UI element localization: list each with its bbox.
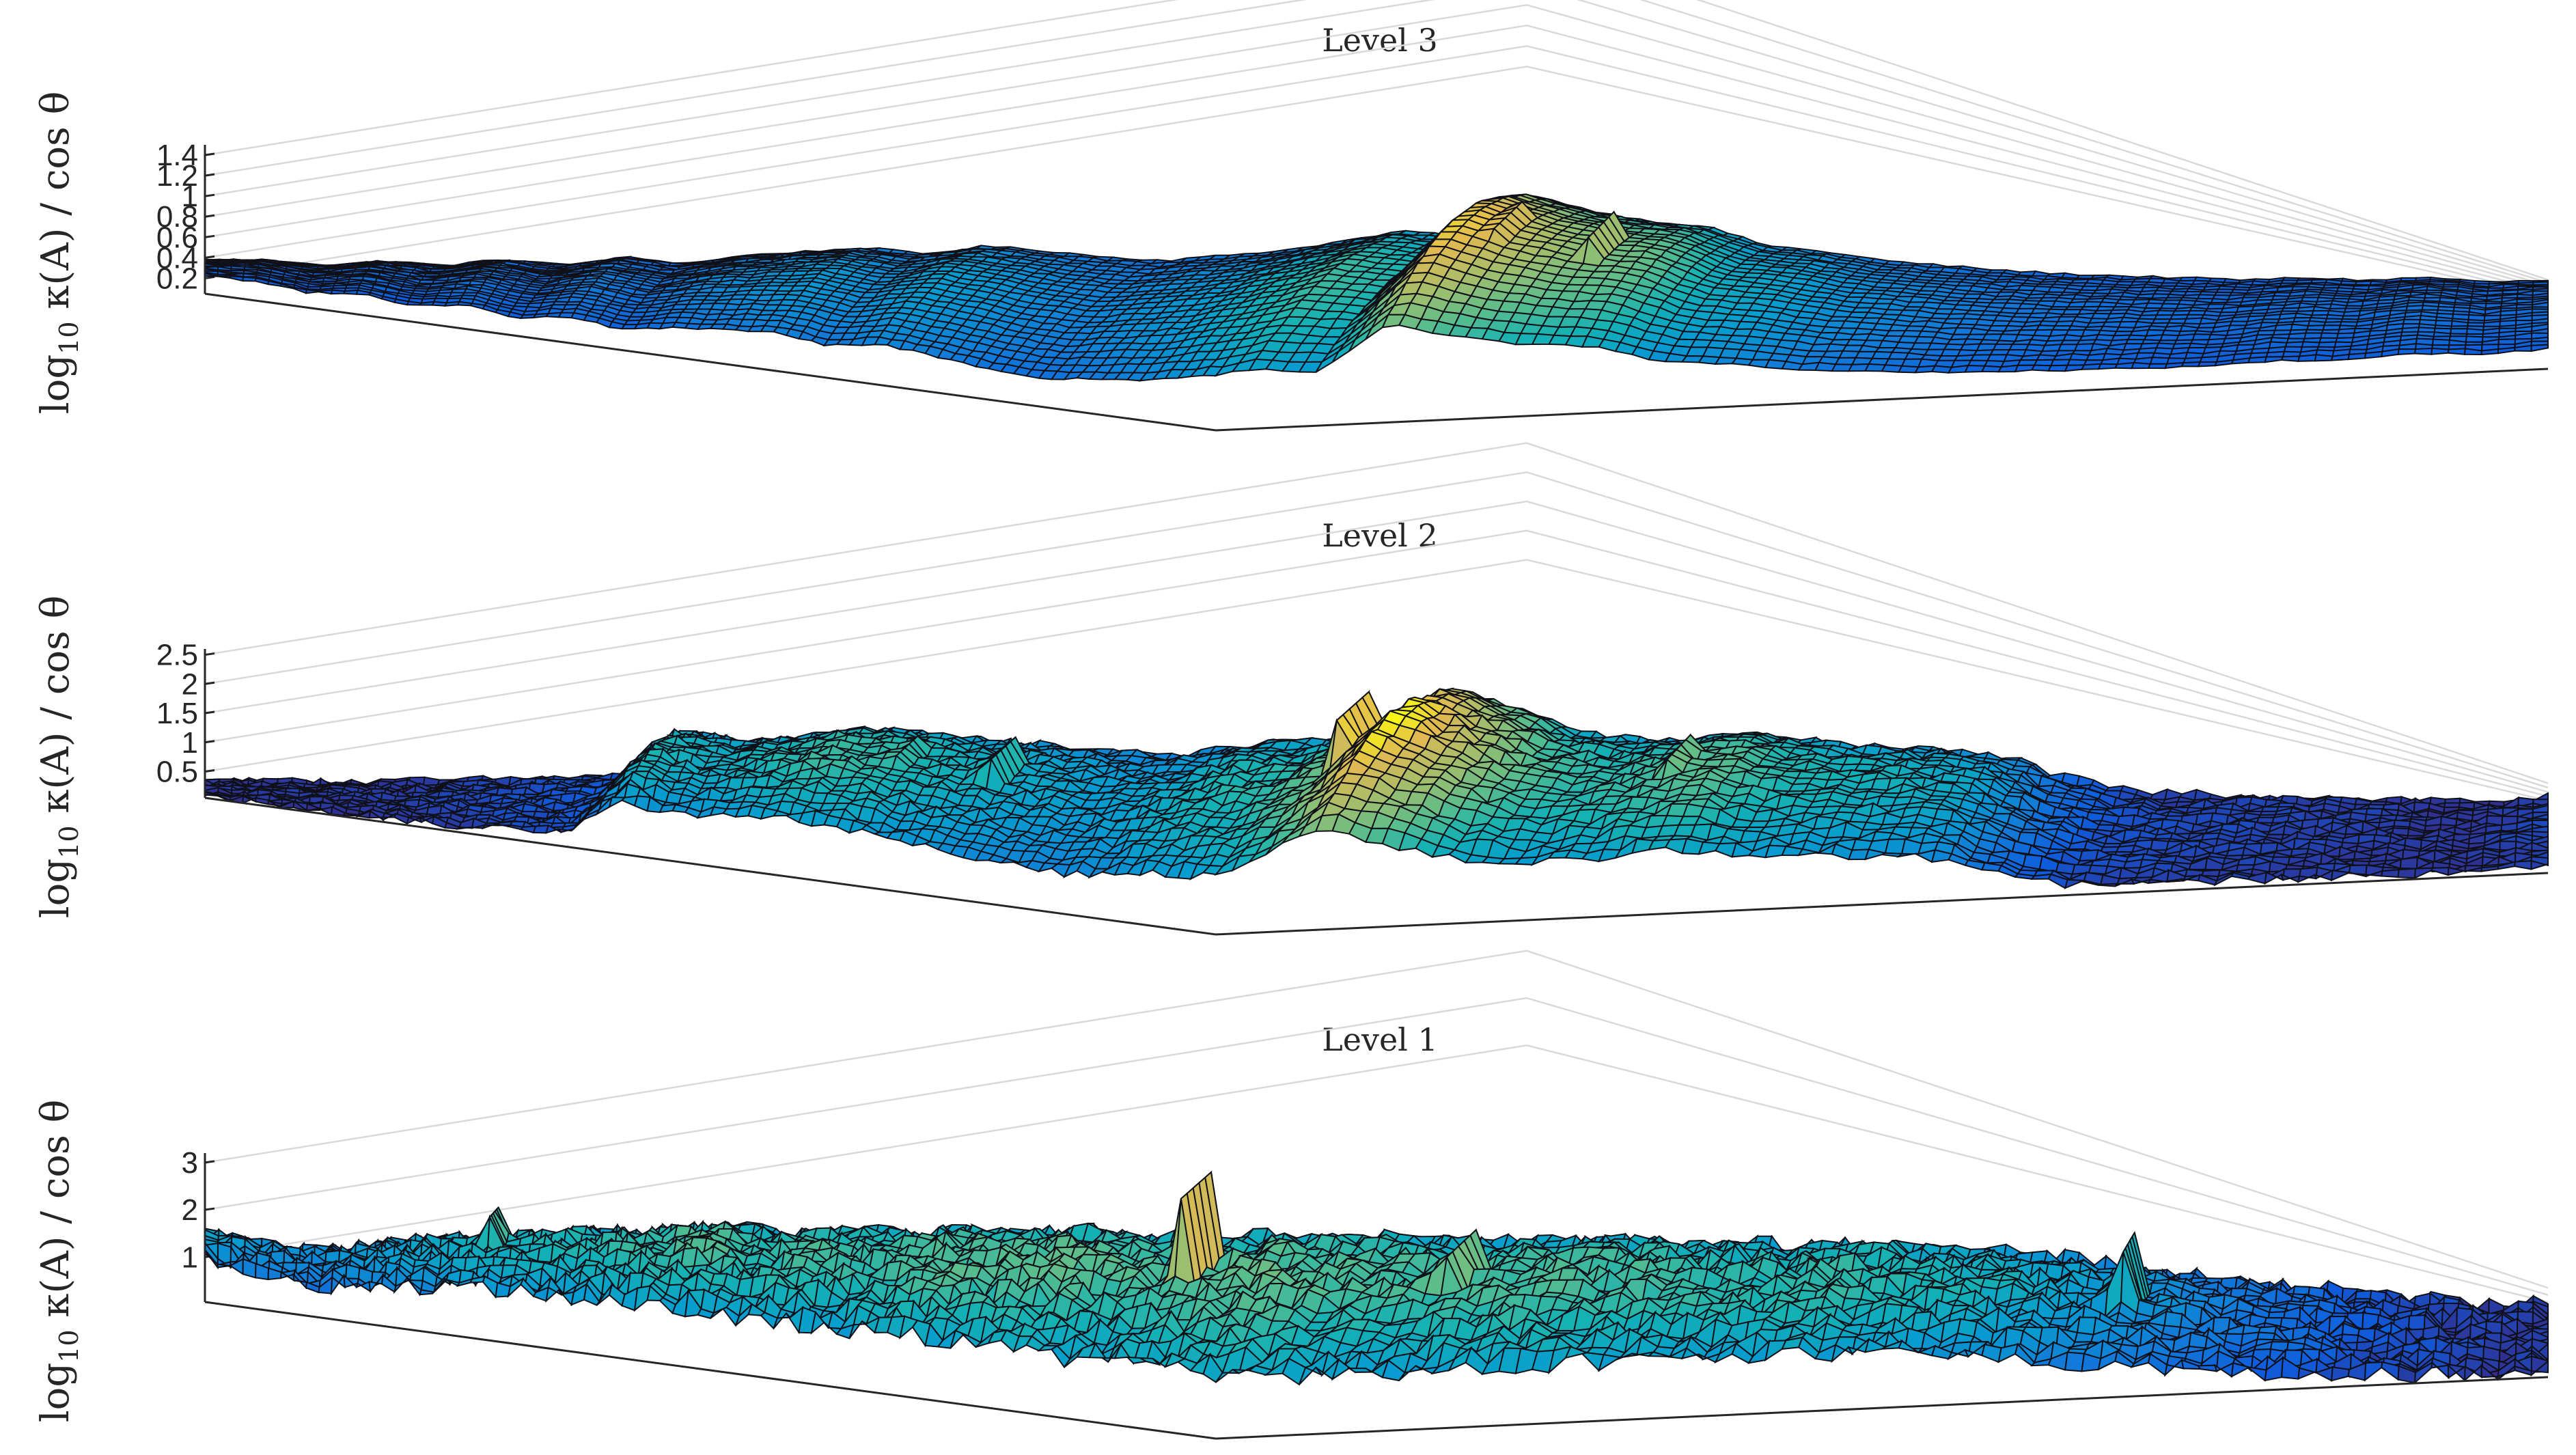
z-tick-mark xyxy=(204,234,215,238)
surface-facet xyxy=(2480,348,2499,356)
surface-facet xyxy=(431,301,448,307)
z-axis-label: log10 κ(A) / cos θ xyxy=(33,596,84,919)
z-tick-mark xyxy=(204,214,215,218)
z-tick-mark xyxy=(204,255,215,259)
y-axis-line xyxy=(1215,368,2549,432)
z-tick-label: 2.5 xyxy=(156,639,198,672)
z-tick-label: 1.2 xyxy=(156,159,198,193)
surface-facet xyxy=(2137,347,2158,354)
surface-facet xyxy=(317,289,333,295)
surface-facet xyxy=(2280,355,2301,362)
surface-facet xyxy=(343,289,359,295)
z-tick-mark xyxy=(204,740,215,744)
surface-facet xyxy=(2397,348,2417,355)
surface-facet xyxy=(2064,364,2086,372)
surface-facet xyxy=(2398,343,2418,350)
panel-title: Level 3 xyxy=(1322,22,1438,59)
surface-facet xyxy=(2482,320,2501,327)
surface-facet xyxy=(2062,334,2083,342)
surface-facet xyxy=(2264,356,2284,363)
z-tick-mark xyxy=(204,769,215,773)
z-tick-label: 0.6 xyxy=(156,221,198,254)
z-tick-mark xyxy=(204,152,215,156)
surface-facet xyxy=(2197,361,2218,368)
z-tick-mark xyxy=(204,710,215,715)
surface-facet xyxy=(2262,314,2282,320)
surface-facet xyxy=(2432,338,2451,346)
z-ticks: 0.20.40.60.811.21.4 xyxy=(156,139,215,295)
surface-facet xyxy=(2443,797,2461,804)
grid-lines xyxy=(204,0,2549,299)
z-tick-label: 1.4 xyxy=(156,139,198,172)
surface-facet xyxy=(2273,323,2293,331)
z-tick-mark xyxy=(204,193,215,197)
z-tick-label: 1 xyxy=(182,726,198,760)
grid-line xyxy=(204,45,2549,296)
surface-facet xyxy=(2465,335,2484,343)
surface-facet xyxy=(2073,343,2095,352)
surface-facet xyxy=(2247,356,2268,363)
surface-facet xyxy=(2163,361,2185,370)
z-axis-label-sub: 10 xyxy=(54,825,84,858)
surface-facet xyxy=(2014,364,2036,373)
surface-facet xyxy=(2149,357,2170,365)
surface-facet xyxy=(217,275,232,279)
z-axis-label-sub: 10 xyxy=(54,321,84,354)
surface-facet xyxy=(2180,361,2202,368)
z-tick-mark xyxy=(204,173,215,177)
surface-facet xyxy=(2030,364,2052,372)
surface-facet xyxy=(305,289,321,294)
surface-facet xyxy=(2147,363,2168,370)
surface-facet xyxy=(2515,314,2533,322)
z-tick-label: 0.4 xyxy=(156,241,198,275)
surface-facet xyxy=(2131,361,2152,370)
z-tick-label: 0.2 xyxy=(156,262,198,295)
surface-facet xyxy=(2466,328,2484,335)
grid-line xyxy=(204,0,2549,281)
surface-facet xyxy=(2447,348,2466,355)
surface-facet xyxy=(330,289,346,295)
z-axis-label-rest: κ(A) / cos θ xyxy=(33,92,78,322)
grid-line xyxy=(204,0,2549,287)
z-tick-label: 0.5 xyxy=(156,756,198,789)
surface-facet xyxy=(2085,352,2107,361)
surface-facet xyxy=(2199,355,2219,363)
z-tick-mark xyxy=(204,681,215,685)
surface-facet xyxy=(2114,361,2135,370)
z-axis-label-rest: κ(A) / cos θ xyxy=(33,596,78,826)
surface-facet xyxy=(2413,347,2433,355)
surface-mesh xyxy=(204,193,2549,382)
z-tick-label: 2 xyxy=(182,667,198,701)
surface-facet xyxy=(2314,354,2333,362)
surface-facet xyxy=(2364,350,2383,359)
surface-facet xyxy=(242,276,257,282)
z-tick-mark xyxy=(204,652,215,656)
grid-line xyxy=(204,3,2549,290)
grid-line xyxy=(204,66,2549,299)
z-axis-label: log10 κ(A) / cos θ xyxy=(33,92,84,415)
surface-facet xyxy=(2080,363,2102,370)
surface-facet xyxy=(2530,344,2549,352)
surface-facet xyxy=(2347,352,2367,361)
panel-level-3: Level 3 log10 κ(A) / cos θ 0.20.40.60.81… xyxy=(33,0,2549,432)
z-tick-label: 1 xyxy=(182,180,198,213)
surface-facet xyxy=(2047,364,2069,372)
z-axis-label-func: log xyxy=(33,355,78,414)
grid-line xyxy=(204,25,2549,293)
z-tick-label: 0.8 xyxy=(156,200,198,234)
z-tick-label: 1.5 xyxy=(156,697,198,730)
panel-level-2: Level 2 log10 κ(A) / cos θ 0.511.522.5 xyxy=(33,442,2549,936)
z-axis-label-func: log xyxy=(33,859,78,918)
surface-facet xyxy=(2297,354,2317,362)
surface-facet xyxy=(229,275,244,282)
surface-facet xyxy=(2497,346,2516,355)
z-tick-mark xyxy=(204,275,215,279)
surface-facet xyxy=(2430,347,2450,355)
grid-line xyxy=(204,0,2549,284)
